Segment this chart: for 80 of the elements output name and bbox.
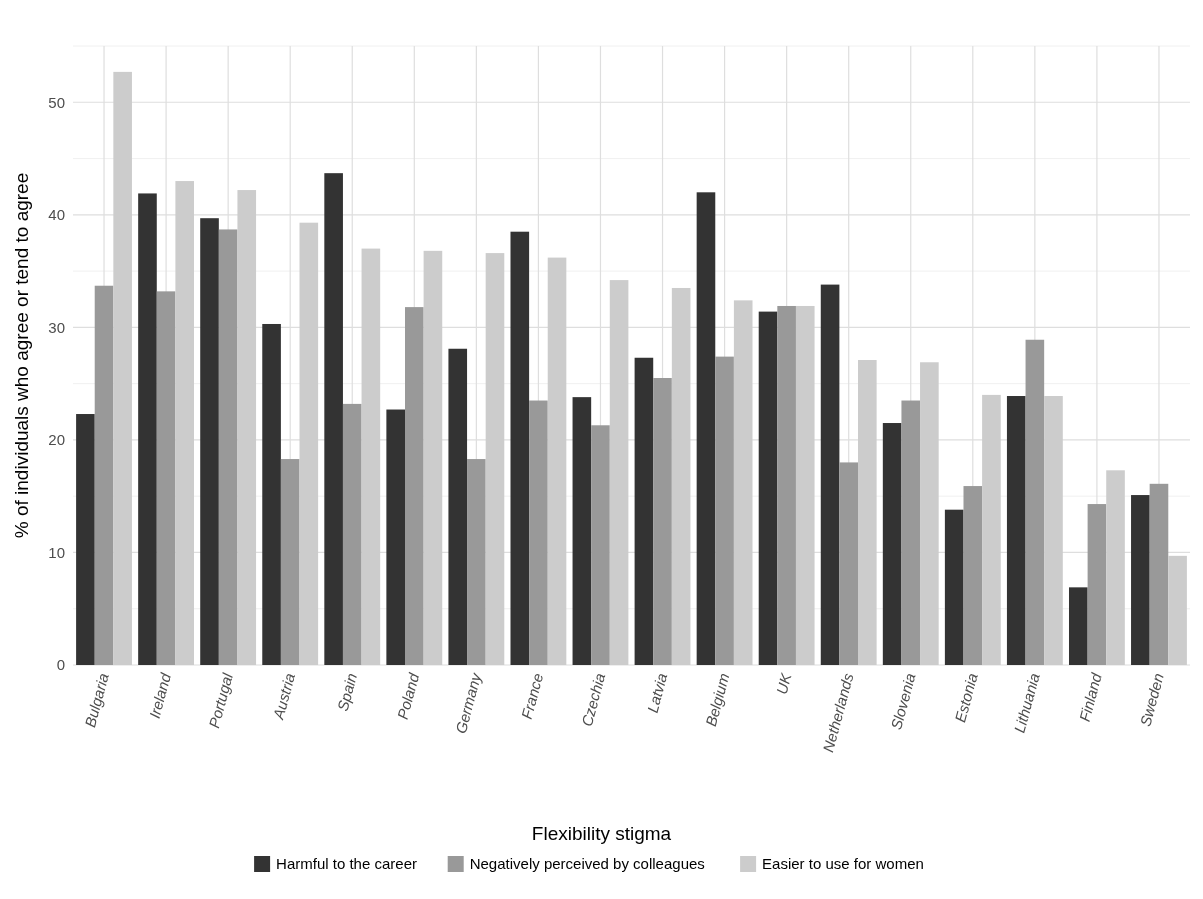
y-tick-label: 30 bbox=[48, 318, 65, 336]
bar bbox=[113, 71, 132, 665]
bar bbox=[696, 192, 716, 665]
x-tick-label: Austria bbox=[269, 671, 299, 722]
bar bbox=[175, 181, 195, 665]
bar bbox=[324, 173, 343, 665]
bar bbox=[510, 231, 530, 665]
bar bbox=[758, 311, 778, 665]
bar bbox=[1131, 495, 1150, 665]
bar bbox=[138, 193, 157, 665]
bar bbox=[237, 190, 257, 665]
bar bbox=[591, 425, 610, 665]
bar bbox=[944, 509, 964, 665]
bar bbox=[1044, 396, 1063, 665]
bar bbox=[547, 257, 567, 665]
bar bbox=[901, 400, 921, 665]
bar bbox=[715, 356, 734, 665]
bar bbox=[634, 357, 654, 665]
bar bbox=[1006, 396, 1026, 665]
bar bbox=[467, 459, 486, 665]
bar bbox=[1106, 470, 1125, 665]
bar bbox=[1168, 555, 1187, 665]
bar bbox=[361, 248, 381, 665]
bar bbox=[262, 323, 281, 665]
bar bbox=[820, 284, 840, 665]
bar bbox=[920, 362, 939, 665]
bar bbox=[76, 414, 95, 665]
x-tick-label: Bulgaria bbox=[81, 671, 112, 729]
y-axis-title: % of individuals who agree or tend to agree bbox=[11, 172, 32, 539]
bar bbox=[299, 222, 319, 665]
x-tick-label: Portugal bbox=[205, 670, 237, 730]
bar bbox=[671, 287, 691, 665]
x-tick-label: Ireland bbox=[145, 670, 175, 721]
bar bbox=[882, 423, 902, 665]
bar bbox=[1068, 587, 1088, 665]
bar bbox=[423, 250, 443, 665]
bar bbox=[609, 280, 629, 665]
x-tick-label: Czechia bbox=[577, 671, 609, 729]
bar bbox=[1087, 504, 1107, 665]
bar bbox=[1149, 483, 1169, 665]
x-tick-label: Estonia bbox=[951, 671, 981, 725]
x-tick-label: Finland bbox=[1075, 670, 1105, 724]
bar bbox=[858, 360, 877, 665]
y-tick-label: 10 bbox=[48, 543, 65, 561]
x-tick-label: Latvia bbox=[643, 671, 671, 715]
bar bbox=[839, 462, 858, 665]
bar bbox=[1025, 339, 1045, 665]
bar bbox=[485, 253, 505, 665]
bar bbox=[733, 300, 753, 665]
bar bbox=[529, 400, 548, 665]
bar bbox=[94, 285, 114, 665]
y-tick-label: 20 bbox=[48, 431, 65, 449]
bar bbox=[280, 459, 300, 665]
bar bbox=[777, 305, 796, 665]
x-tick-label: Spain bbox=[333, 671, 361, 713]
bar bbox=[653, 378, 672, 665]
bar bbox=[386, 409, 405, 665]
bar bbox=[448, 348, 468, 665]
x-tick-label: Belgium bbox=[702, 671, 733, 729]
bar bbox=[156, 291, 176, 665]
x-tick-label: UK bbox=[772, 670, 795, 696]
bar bbox=[405, 307, 424, 665]
x-tick-label: Sweden bbox=[1136, 671, 1167, 729]
legend-title: Flexibility stigma bbox=[531, 823, 672, 844]
x-tick-label: Poland bbox=[393, 670, 423, 721]
y-tick-label: 50 bbox=[48, 93, 65, 111]
y-tick-label: 40 bbox=[48, 206, 65, 224]
bar bbox=[982, 394, 1001, 665]
x-tick-label: France bbox=[517, 671, 547, 721]
x-tick-label: Slovenia bbox=[887, 671, 919, 732]
bar bbox=[572, 397, 592, 665]
y-tick-label: 0 bbox=[56, 656, 65, 674]
bar bbox=[963, 486, 983, 665]
legend-label: Negatively perceived by colleagues bbox=[469, 855, 705, 873]
bar bbox=[218, 229, 238, 665]
bar bbox=[342, 403, 362, 665]
legend-label: Easier to use for women bbox=[762, 855, 924, 873]
legend-label: Harmful to the career bbox=[276, 855, 417, 873]
bar bbox=[200, 218, 219, 665]
bar bbox=[795, 305, 815, 665]
